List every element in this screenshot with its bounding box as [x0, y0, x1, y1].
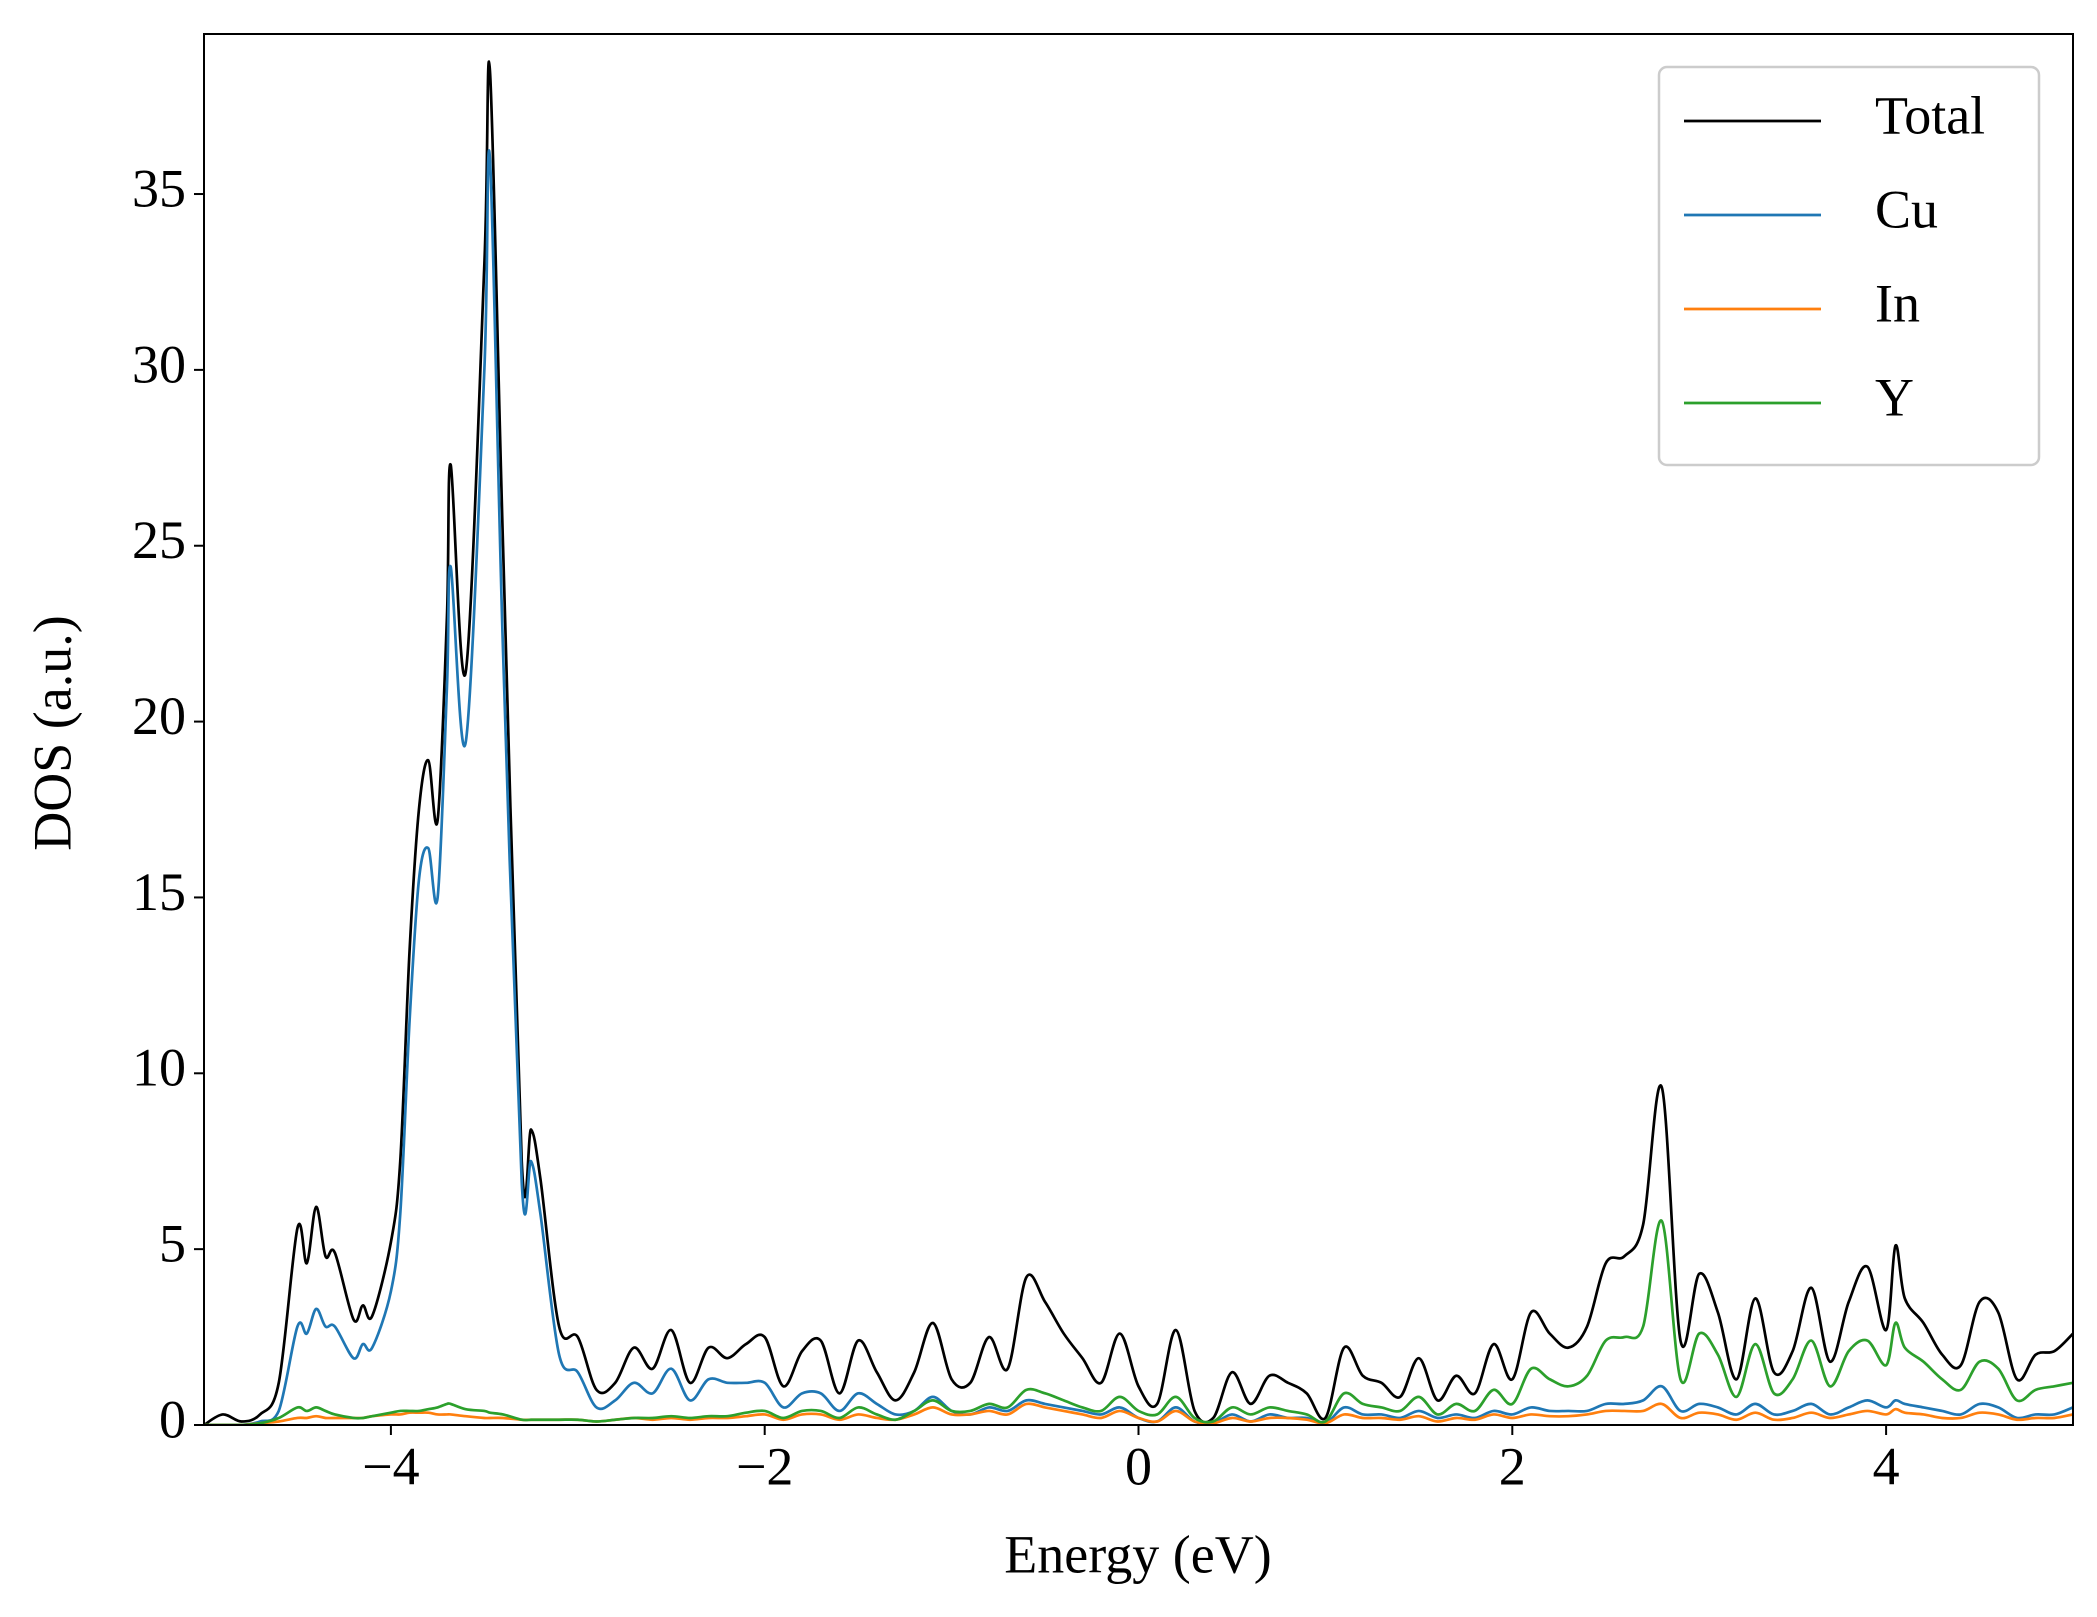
legend-box — [1657, 65, 2041, 467]
plot-frame — [203, 33, 2074, 1426]
legend-label: Y — [1875, 367, 1914, 427]
series-line — [204, 1402, 2073, 1425]
y-tick-label: 5 — [159, 1214, 186, 1274]
x-tick-label: −4 — [362, 1436, 419, 1496]
series-line — [204, 60, 2073, 1425]
legend-label: Cu — [1875, 179, 1938, 239]
x-tick-label: 2 — [1499, 1436, 1526, 1496]
x-axis-label: Energy (eV) — [1004, 1524, 1271, 1584]
legend-label: Total — [1875, 85, 1985, 145]
x-tick-label: −2 — [736, 1436, 793, 1496]
y-tick-label: 10 — [132, 1038, 186, 1098]
x-tick-label: 0 — [1125, 1436, 1152, 1496]
legend-label: In — [1875, 273, 1920, 333]
y-tick-label: 25 — [132, 510, 186, 570]
y-tick-label: 35 — [132, 158, 186, 218]
y-tick-label: 20 — [132, 686, 186, 746]
y-tick-label: 15 — [132, 862, 186, 922]
x-tick-label: 4 — [1873, 1436, 1900, 1496]
series-line — [204, 1219, 2073, 1425]
y-tick-label: 0 — [159, 1389, 186, 1449]
y-axis-label: DOS (a.u.) — [22, 615, 82, 850]
y-tick-label: 30 — [132, 334, 186, 394]
